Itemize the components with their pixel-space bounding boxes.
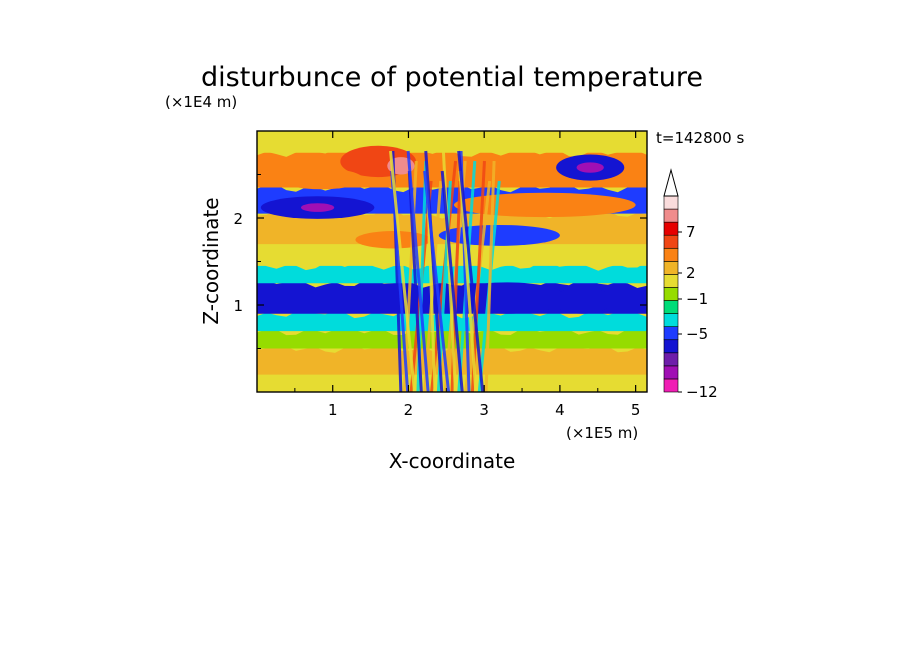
time-label: t=142800 s bbox=[656, 129, 744, 147]
x-tick-label: 1 bbox=[328, 401, 338, 419]
colorbar-swatch bbox=[663, 287, 679, 301]
colorbar-label: −5 bbox=[686, 325, 708, 343]
colorbar-swatch bbox=[663, 365, 679, 380]
y-tick-label: 1 bbox=[233, 297, 243, 315]
colorbar-swatch bbox=[663, 300, 679, 314]
field-layer bbox=[257, 239, 647, 266]
field-feature bbox=[355, 231, 432, 249]
chart-title: disturbunce of potential temperature bbox=[201, 62, 703, 93]
colorbar-label: 2 bbox=[686, 264, 696, 282]
field-layer bbox=[257, 131, 647, 153]
colorbar: 7 2 −1 −5 −12 bbox=[663, 168, 718, 401]
colorbar-swatch bbox=[663, 208, 679, 223]
colorbar-swatch bbox=[663, 221, 679, 236]
field-feature bbox=[552, 287, 613, 314]
colorbar-swatch bbox=[663, 261, 679, 275]
field-streak bbox=[423, 180, 443, 392]
colorbar-swatch bbox=[663, 195, 679, 210]
x-tick-label: 3 bbox=[479, 401, 489, 419]
colorbar-swatch bbox=[663, 247, 679, 262]
field-streak bbox=[440, 170, 464, 392]
x-tick-label: 4 bbox=[555, 401, 565, 419]
field-streak bbox=[423, 170, 451, 392]
colorbar-swatch bbox=[663, 313, 679, 327]
field-streak bbox=[407, 170, 423, 392]
field-streak bbox=[457, 150, 485, 392]
colorbar-label: −12 bbox=[686, 383, 718, 401]
colorbar-swatch bbox=[663, 326, 679, 341]
colorbar-extend-arrow bbox=[663, 168, 679, 197]
axis-ticks: 1 2 3 4 5 1 2 bbox=[233, 131, 647, 419]
x-tick-label: 2 bbox=[404, 401, 414, 419]
colorbar-swatch bbox=[663, 274, 679, 288]
y-axis-label: Z-coordinate bbox=[199, 197, 223, 324]
colorbar-label: −1 bbox=[686, 290, 708, 308]
y-tick-label: 2 bbox=[233, 210, 243, 228]
colorbar-swatch bbox=[663, 352, 679, 367]
x-unit-label: (×1E5 m) bbox=[566, 424, 638, 442]
plot-area bbox=[257, 131, 647, 392]
colorbar-swatch bbox=[663, 339, 679, 354]
field-streak bbox=[390, 170, 410, 392]
field-streak bbox=[484, 160, 496, 392]
field-streak bbox=[424, 150, 444, 392]
x-tick-label: 5 bbox=[631, 401, 641, 419]
colorbar-swatch bbox=[663, 234, 679, 249]
field-feature bbox=[300, 203, 335, 212]
field-feature bbox=[576, 162, 604, 173]
field-streak bbox=[458, 170, 478, 392]
field-feature bbox=[453, 192, 636, 218]
field-streak bbox=[389, 150, 417, 392]
field-streak bbox=[406, 150, 430, 392]
colorbar-swatch bbox=[663, 378, 679, 393]
field-feature bbox=[279, 168, 364, 190]
x-axis-label: X-coordinate bbox=[389, 449, 516, 473]
y-unit-label: (×1E4 m) bbox=[165, 93, 237, 111]
colorbar-label: 7 bbox=[686, 223, 696, 241]
